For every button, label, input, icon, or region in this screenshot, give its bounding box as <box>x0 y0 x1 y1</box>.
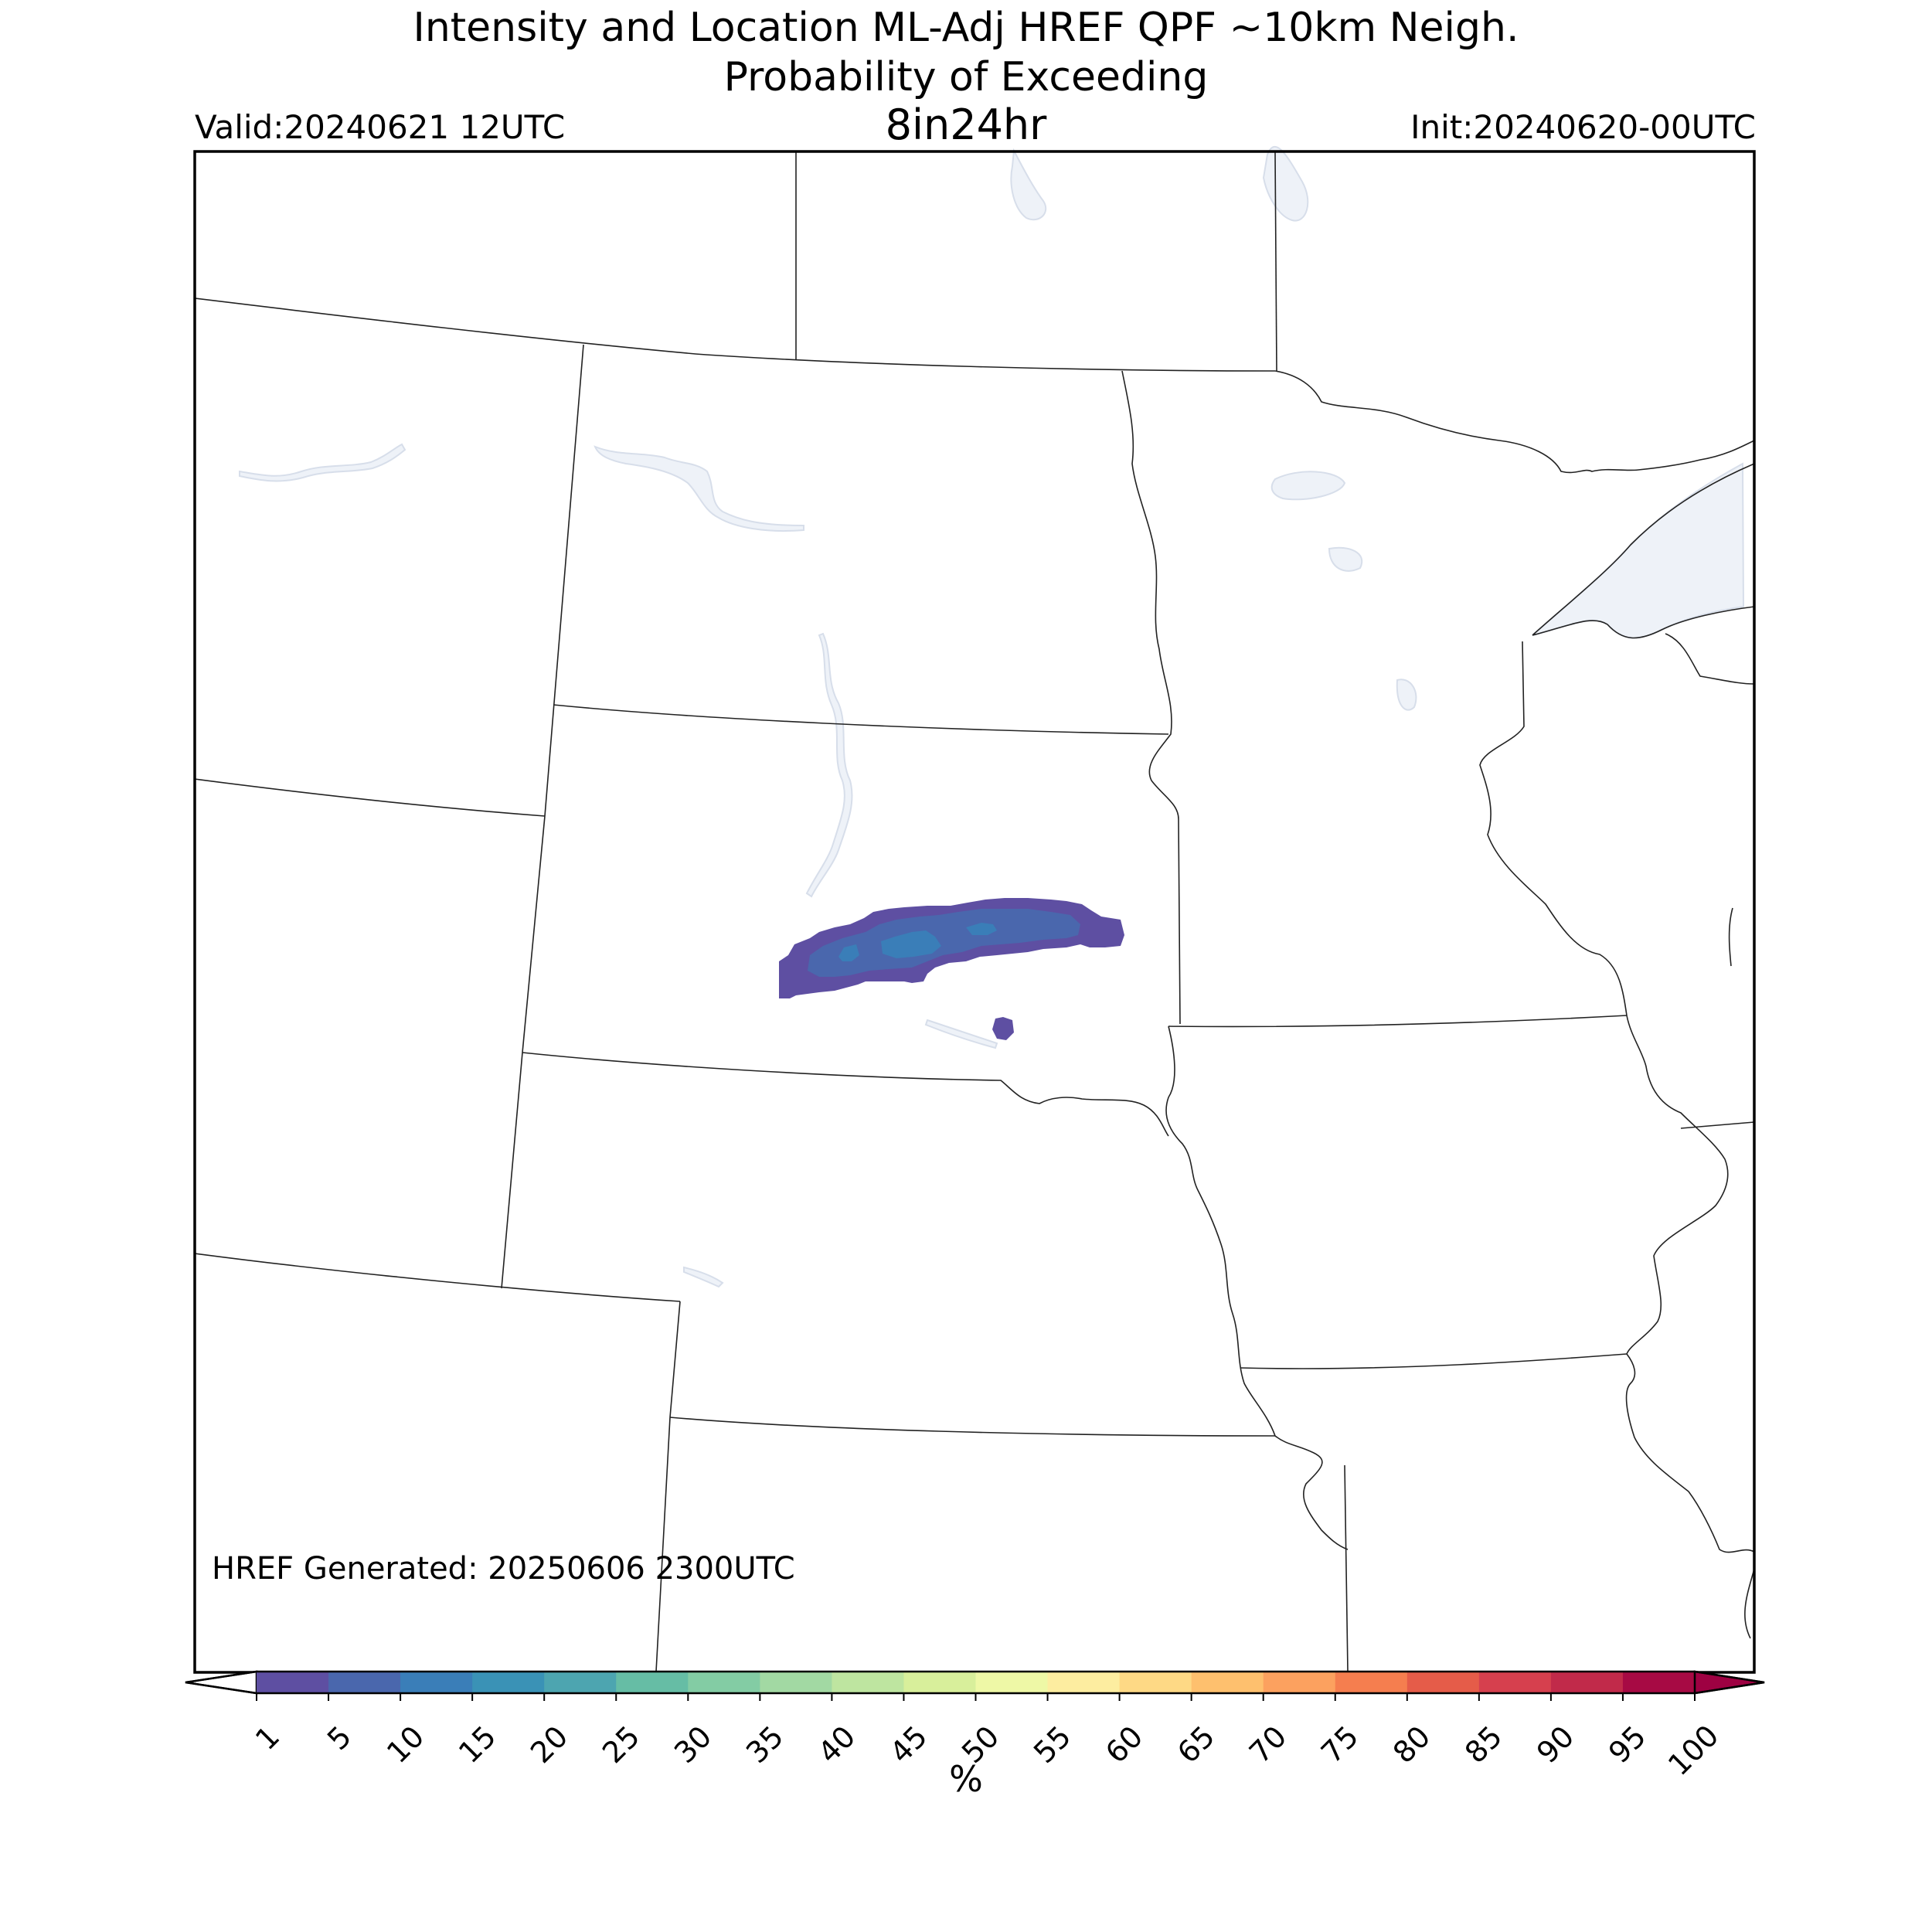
border-iowa-missouri <box>1240 1353 1628 1369</box>
lake-superior <box>1532 462 1745 639</box>
probability-region-small-1pct <box>992 1017 1014 1040</box>
border-manitoba-ontario <box>1274 151 1277 372</box>
map-title: Intensity and Location ML-Adj HREF QPF ~… <box>413 5 1519 51</box>
colorbar-swatch <box>1335 1672 1408 1693</box>
valid-time-label: Valid:20240621 12UTC <box>195 108 566 146</box>
colorbar-swatch <box>1191 1672 1264 1693</box>
border-wisconsin-iowa-mississippi <box>1625 1015 1755 1553</box>
political-borders <box>194 151 1755 1672</box>
colorbar-over-extension <box>1693 1670 1765 1695</box>
lake-michigan-shore <box>1728 907 1755 1639</box>
border-wyoming-nebraska <box>501 1052 523 1289</box>
colorbar-unit-label: % <box>949 1758 983 1800</box>
lake-superior-shore <box>1274 370 1755 639</box>
lake-sakakawea <box>594 445 804 532</box>
colorbar-swatch <box>544 1672 617 1693</box>
border-nebraska-kansas <box>669 1417 1276 1437</box>
border-minnesota-dakota <box>1121 370 1181 1025</box>
lake-winnipeg-south <box>1010 148 1047 221</box>
border-montana-north-dakota <box>544 344 584 817</box>
threshold-label: 8in24hr <box>885 100 1047 149</box>
init-time-label: Init:20240620-00UTC <box>1410 108 1756 146</box>
colorbar-swatch <box>257 1672 329 1693</box>
border-north-south-dakota <box>553 704 1169 735</box>
colorbar-swatch <box>832 1672 905 1693</box>
colorbar-swatch <box>1550 1672 1624 1693</box>
border-south-dakota-wyoming <box>522 815 546 1053</box>
colorbar-swatch <box>975 1672 1049 1693</box>
border-wisconsin-illinois <box>1680 1121 1755 1129</box>
colorbar-swatch <box>1263 1672 1336 1693</box>
colorbar-under-extension <box>185 1670 258 1695</box>
border-iowa-dakota-nebraska-river <box>1165 1026 1349 1550</box>
water-bodies <box>239 145 1745 1288</box>
lake-leech <box>1328 546 1363 572</box>
probability-field <box>779 898 1124 1040</box>
colorbar-swatch <box>400 1672 473 1693</box>
border-montana-wyoming <box>194 778 546 817</box>
lake-of-the-woods <box>1262 145 1309 222</box>
border-kansas-missouri <box>1344 1464 1349 1672</box>
border-nebraska-colorado <box>655 1301 681 1672</box>
lake-oahe <box>805 632 853 898</box>
colorbar-swatch <box>1119 1672 1192 1693</box>
border-minnesota-iowa <box>1168 1015 1628 1028</box>
border-south-dakota-nebraska <box>522 1052 1169 1137</box>
colorbar-swatch <box>1622 1672 1696 1693</box>
colorbar-swatch <box>688 1672 760 1693</box>
colorbar-swatch <box>1478 1672 1552 1693</box>
border-minnesota-wisconsin <box>1479 641 1628 1016</box>
colorbar-swatch <box>328 1672 401 1693</box>
generated-timestamp: HREF Generated: 20250606 2300UTC <box>212 1551 795 1587</box>
border-wyoming-colorado <box>194 1253 681 1302</box>
probability-region-10pct <box>838 923 997 961</box>
lake-mcconaughy <box>683 1266 724 1288</box>
lake-lewis-clark <box>924 1019 998 1049</box>
colorbar-swatch <box>472 1672 545 1693</box>
colorbar-swatch <box>1047 1672 1121 1693</box>
lake-red <box>1270 471 1346 501</box>
colorbar-swatch <box>616 1672 689 1693</box>
lake-mille-lacs <box>1396 679 1417 711</box>
lake-fort-peck <box>239 443 406 482</box>
border-michigan-wisconsin <box>1665 633 1755 685</box>
colorbar-swatch <box>1406 1672 1480 1693</box>
colorbar-swatch <box>760 1672 832 1693</box>
colorbar <box>185 1670 1765 1701</box>
probability-region-5pct <box>808 909 1080 977</box>
map-subtitle: Probability of Exceeding <box>723 54 1209 100</box>
border-canada-us <box>194 298 1276 372</box>
colorbar-swatch <box>903 1672 977 1693</box>
